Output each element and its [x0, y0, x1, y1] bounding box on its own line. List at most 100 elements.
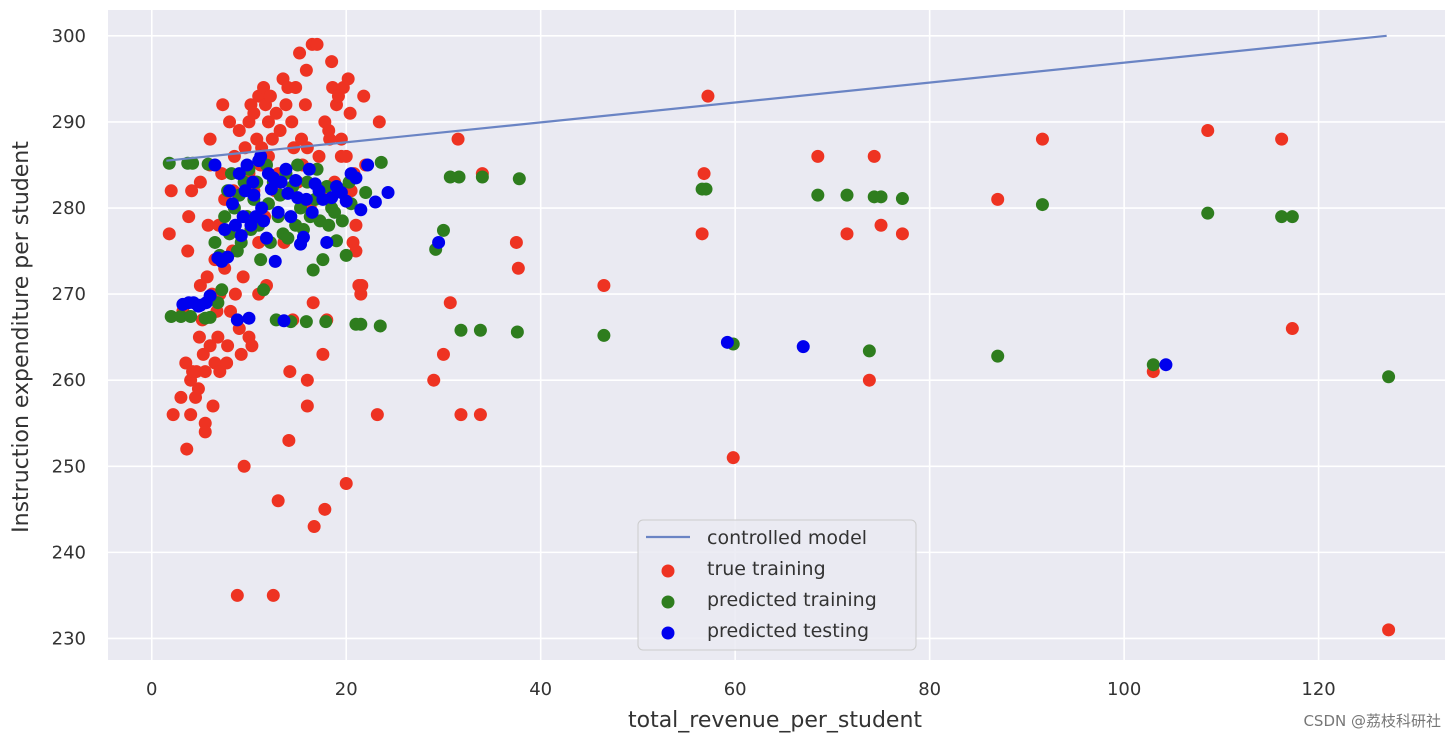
true-training-point	[203, 132, 217, 146]
true-training-point	[862, 373, 876, 387]
predicted-testing-point	[228, 218, 242, 232]
true-training-point	[307, 520, 321, 534]
true-training-point	[162, 227, 176, 241]
true-training-point	[289, 80, 303, 94]
predicted-testing-point	[254, 149, 268, 163]
true-training-point	[201, 218, 215, 232]
true-training-point	[220, 356, 234, 370]
true-training-point	[192, 330, 206, 344]
predicted-testing-point	[305, 205, 319, 219]
true-training-point	[436, 347, 450, 361]
predicted-training-point	[215, 283, 229, 297]
true-training-point	[874, 218, 888, 232]
legend-entry-controlled-model: controlled model	[707, 527, 867, 549]
true-training-point	[211, 330, 225, 344]
predicted-testing-point	[299, 192, 313, 206]
legend-entry-true-training: true training	[707, 558, 826, 580]
predicted-testing-series	[176, 149, 1173, 372]
predicted-training-point	[203, 310, 217, 324]
legend-box	[637, 519, 917, 651]
predicted-testing-point	[255, 201, 269, 215]
predicted-training-point	[299, 315, 313, 329]
predicted-testing-point	[257, 214, 271, 228]
predicted-training-point	[991, 349, 1005, 363]
predicted-training-point	[162, 156, 176, 170]
x-tick-label: 0	[146, 679, 157, 700]
true-training-point	[316, 347, 330, 361]
predicted-testing-point	[223, 184, 237, 198]
y-tick-label: 260	[52, 370, 86, 391]
true-training-point	[269, 106, 283, 120]
true-training-point	[339, 149, 353, 163]
predicted-training-point	[354, 317, 368, 331]
predicted-testing-point	[232, 167, 246, 181]
true-training-point	[191, 382, 205, 396]
predicted-testing-point	[240, 158, 254, 172]
true-training-point	[298, 98, 312, 112]
true-training-point	[726, 451, 740, 465]
true-training-point	[193, 175, 207, 189]
predicted-testing-point	[236, 210, 250, 224]
legend-entry-predicted-testing: predicted testing	[707, 620, 869, 642]
watermark: CSDN @荔枝科研社	[1303, 712, 1441, 730]
predicted-testing-point	[354, 203, 368, 217]
true-training-point	[200, 270, 214, 284]
true-training-point	[216, 98, 230, 112]
predicted-testing-point	[368, 195, 382, 209]
true-training-point	[299, 63, 313, 77]
x-axis-label: total_revenue_per_student	[628, 708, 922, 733]
y-axis-ticks: 230 240 250 260 270 280 290 300	[52, 26, 86, 650]
true-training-point	[221, 339, 235, 353]
x-tick-label: 80	[918, 679, 941, 700]
true-training-point	[349, 218, 363, 232]
true-training-point	[323, 132, 337, 146]
predicted-training-point	[254, 253, 268, 267]
true-training-point	[236, 270, 250, 284]
true-training-point	[238, 141, 252, 155]
true-training-point	[279, 98, 293, 112]
true-training-point	[261, 115, 275, 129]
y-tick-label: 240	[52, 542, 86, 563]
y-tick-label: 280	[52, 198, 86, 219]
predicted-testing-point	[203, 289, 217, 303]
true-training-point	[991, 192, 1005, 206]
predicted-training-point	[218, 210, 232, 224]
predicted-training-point	[895, 192, 909, 206]
x-axis-ticks: 0 20 40 60 80 100 120	[146, 679, 1336, 700]
true-training-point	[1201, 124, 1215, 138]
y-tick-label: 290	[52, 112, 86, 133]
true-training-point	[271, 494, 285, 508]
true-training-point	[1382, 623, 1396, 637]
true-training-point	[318, 502, 332, 516]
true-training-point	[300, 399, 314, 413]
y-tick-label: 230	[52, 628, 86, 649]
y-axis-label: Instruction expenditure per student	[9, 141, 34, 533]
model-line-layer	[166, 34, 1387, 162]
true-training-point	[227, 149, 241, 163]
true-training-point	[247, 106, 261, 120]
predicted-training-point	[1382, 370, 1396, 384]
predicted-training-point	[874, 190, 888, 204]
legend-marker-swatch	[661, 595, 675, 609]
true-training-point	[283, 365, 297, 379]
true-training-point	[867, 149, 881, 163]
predicted-training-point	[359, 186, 373, 200]
true-training-point	[166, 408, 180, 422]
predicted-training-point	[257, 283, 271, 297]
true-training-point	[343, 106, 357, 120]
predicted-testing-point	[259, 231, 273, 245]
predicted-testing-point	[1159, 358, 1173, 372]
predicted-training-point	[316, 253, 330, 267]
true-training-point	[349, 244, 363, 258]
true-training-point	[312, 149, 326, 163]
true-training-point	[451, 132, 465, 146]
x-tick-label: 60	[724, 679, 747, 700]
predicted-training-point	[454, 323, 468, 337]
predicted-testing-point	[221, 250, 235, 264]
true-training-point	[310, 37, 324, 51]
true-training-point	[370, 408, 384, 422]
true-training-point	[181, 244, 195, 258]
predicted-testing-point	[339, 194, 353, 208]
true-training-point	[341, 72, 355, 86]
true-training-point	[185, 184, 199, 198]
